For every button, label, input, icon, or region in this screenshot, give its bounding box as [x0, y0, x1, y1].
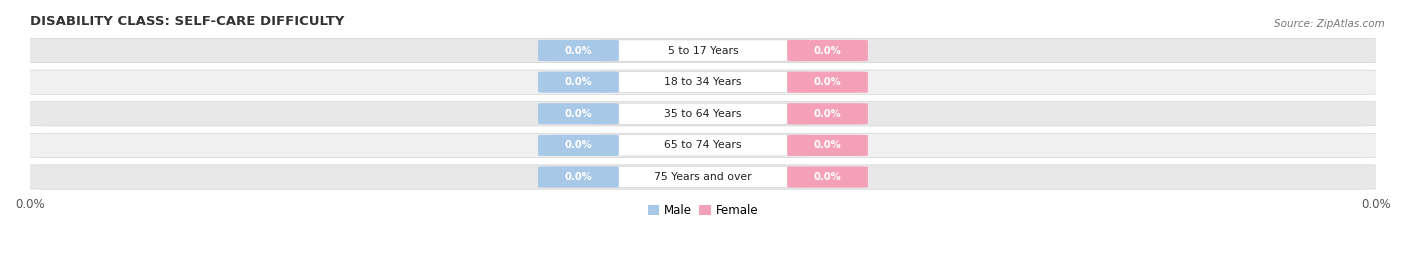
FancyBboxPatch shape [27, 165, 1379, 189]
Text: 65 to 74 Years: 65 to 74 Years [664, 140, 742, 150]
FancyBboxPatch shape [538, 167, 619, 187]
Text: Source: ZipAtlas.com: Source: ZipAtlas.com [1274, 19, 1385, 29]
Text: 18 to 34 Years: 18 to 34 Years [664, 77, 742, 87]
Text: 0.0%: 0.0% [814, 109, 841, 119]
FancyBboxPatch shape [27, 102, 1379, 126]
FancyBboxPatch shape [787, 40, 868, 61]
Text: 0.0%: 0.0% [565, 109, 592, 119]
FancyBboxPatch shape [538, 103, 619, 124]
Text: DISABILITY CLASS: SELF-CARE DIFFICULTY: DISABILITY CLASS: SELF-CARE DIFFICULTY [30, 15, 344, 28]
Text: 0.0%: 0.0% [565, 172, 592, 182]
FancyBboxPatch shape [27, 38, 1379, 63]
FancyBboxPatch shape [599, 72, 807, 93]
Text: 0.0%: 0.0% [565, 45, 592, 55]
FancyBboxPatch shape [599, 167, 807, 187]
FancyBboxPatch shape [538, 135, 619, 156]
Text: 0.0%: 0.0% [814, 172, 841, 182]
FancyBboxPatch shape [27, 133, 1379, 158]
Text: 0.0%: 0.0% [814, 77, 841, 87]
FancyBboxPatch shape [787, 72, 868, 93]
Text: 75 Years and over: 75 Years and over [654, 172, 752, 182]
FancyBboxPatch shape [599, 135, 807, 156]
FancyBboxPatch shape [599, 103, 807, 124]
FancyBboxPatch shape [787, 167, 868, 187]
FancyBboxPatch shape [599, 40, 807, 61]
FancyBboxPatch shape [538, 40, 619, 61]
FancyBboxPatch shape [787, 135, 868, 156]
FancyBboxPatch shape [787, 103, 868, 124]
Text: 0.0%: 0.0% [565, 77, 592, 87]
Text: 0.0%: 0.0% [565, 140, 592, 150]
FancyBboxPatch shape [538, 72, 619, 93]
Legend: Male, Female: Male, Female [643, 199, 763, 222]
Text: 0.0%: 0.0% [814, 140, 841, 150]
Text: 35 to 64 Years: 35 to 64 Years [664, 109, 742, 119]
FancyBboxPatch shape [27, 70, 1379, 94]
Text: 0.0%: 0.0% [814, 45, 841, 55]
Text: 5 to 17 Years: 5 to 17 Years [668, 45, 738, 55]
